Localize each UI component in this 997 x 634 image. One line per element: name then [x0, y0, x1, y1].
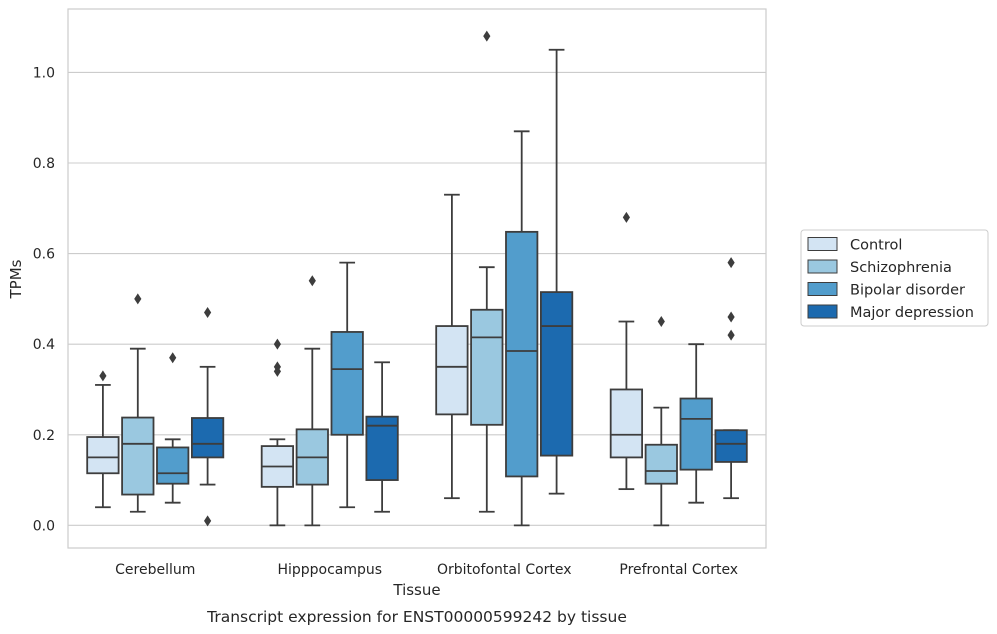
y-tick-label: 0.6 [33, 247, 55, 263]
outlier-point [273, 361, 281, 373]
x-tick-labels: Cerebellum Hipppocampus Orbitofontal Corte… [115, 562, 738, 578]
legend-label: Control [850, 238, 902, 254]
x-tick-label: Orbitofontal Cortex [437, 562, 572, 578]
box [470, 308, 504, 426]
outlier-point [727, 311, 735, 323]
box-group [295, 275, 329, 527]
x-tick-label: Prefrontal Cortex [619, 562, 738, 578]
outlier-point [308, 275, 316, 287]
box-group [190, 306, 225, 527]
chart-caption: Transcript expression for ENST0000059924… [206, 608, 627, 626]
legend-label: Schizophrenia [850, 260, 952, 276]
outlier-point [727, 329, 735, 341]
box [435, 325, 469, 416]
x-tick-label: Cerebellum [115, 562, 195, 578]
box-group [470, 30, 504, 513]
legend: Control Schizophrenia Bipolar disorder Majo… [800, 229, 989, 327]
y-tick-labels: 0.0 0.2 0.4 0.6 0.8 1.0 [33, 65, 55, 534]
box-group [539, 48, 574, 495]
outlier-point [204, 306, 212, 318]
y-axis-label: TPMs [7, 259, 25, 299]
box-group [435, 193, 469, 500]
x-axis-label: Tissue [392, 581, 440, 599]
box-group [365, 361, 399, 513]
box-group [505, 130, 539, 527]
box-group [679, 343, 713, 504]
y-tick-label: 0.4 [33, 337, 55, 353]
outlier-point [273, 338, 281, 350]
x-tick-label: Hipppocampus [277, 562, 382, 578]
y-tick-label: 0.2 [33, 428, 55, 444]
box-group [156, 352, 190, 504]
legend-label: Bipolar disorder [850, 283, 965, 299]
box [156, 446, 190, 485]
box-group [330, 261, 364, 509]
box [505, 230, 539, 478]
box [330, 331, 364, 436]
box [86, 436, 120, 475]
box-group [260, 338, 295, 527]
box-group [121, 293, 155, 513]
box-group [86, 370, 120, 509]
box [190, 417, 225, 459]
box [365, 415, 399, 481]
y-tick-label: 1.0 [33, 65, 55, 81]
box-group [644, 316, 678, 527]
outlier-point [204, 515, 212, 527]
outlier-point [483, 30, 491, 42]
box [644, 443, 678, 485]
legend-swatch [807, 259, 838, 274]
grid-lines [68, 71, 766, 526]
box [539, 291, 574, 457]
outlier-point [657, 316, 665, 328]
box [714, 429, 748, 463]
legend-label: Major depression [850, 305, 974, 321]
box-group [609, 211, 644, 491]
outlier-point [169, 352, 177, 364]
plot-frame [67, 8, 767, 549]
y-tick-label: 0.8 [33, 156, 55, 172]
box-group [714, 257, 748, 500]
outlier-point [134, 293, 142, 305]
box [679, 397, 713, 471]
boxes [86, 30, 748, 527]
box [121, 416, 155, 496]
outlier-point [622, 211, 630, 223]
y-tick-label: 0.0 [33, 518, 55, 534]
legend-swatch [807, 304, 838, 319]
box [609, 388, 644, 459]
outlier-point [727, 257, 735, 269]
legend-swatch [807, 237, 838, 251]
legend-swatch [807, 282, 838, 296]
outlier-point [99, 370, 107, 382]
legend-frame [800, 229, 989, 327]
